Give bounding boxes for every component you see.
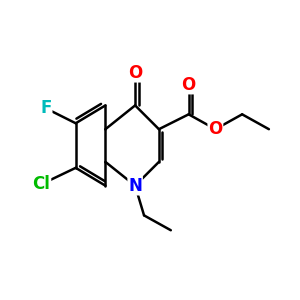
Text: O: O — [182, 76, 196, 94]
Text: F: F — [40, 99, 52, 117]
Text: O: O — [208, 120, 223, 138]
Text: Cl: Cl — [33, 175, 50, 193]
Text: N: N — [128, 177, 142, 195]
Text: O: O — [128, 64, 142, 82]
